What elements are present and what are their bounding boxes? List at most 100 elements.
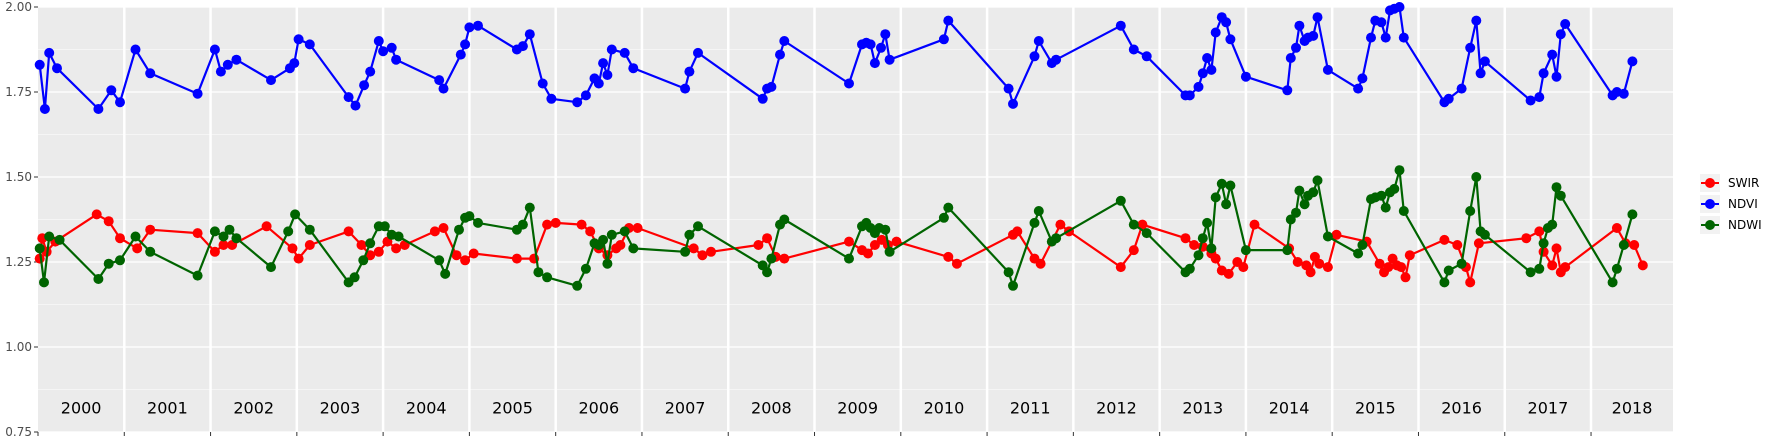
data-point-ndvi [455, 49, 466, 60]
data-point-ndvi [52, 63, 62, 74]
data-point-ndvi [1555, 29, 1566, 40]
data-point-swir [511, 253, 522, 264]
data-point-ndvi [1380, 32, 1391, 43]
data-point-ndwi [34, 243, 45, 254]
data-point-ndwi [693, 221, 703, 232]
data-point-ndwi [1008, 280, 1018, 291]
data-point-ndvi [1141, 51, 1152, 62]
data-point-ndvi [876, 42, 886, 53]
data-point-ndwi [938, 212, 949, 223]
data-point-ndvi [580, 90, 591, 101]
data-point-swir [632, 223, 643, 233]
data-point-swir [1012, 226, 1023, 237]
data-point-swir [115, 233, 125, 244]
data-point-swir [1560, 262, 1571, 273]
data-point-ndwi [1206, 243, 1217, 254]
data-point-ndwi [1471, 172, 1482, 182]
data-point-ndwi [1291, 207, 1301, 218]
data-point-ndvi [1534, 92, 1545, 103]
data-point-swir [192, 228, 203, 239]
data-point-ndvi [684, 66, 695, 77]
legend-key-point-ndvi [1705, 199, 1715, 209]
data-point-ndvi [1479, 56, 1490, 67]
data-point-ndvi [209, 44, 220, 55]
data-point-ndwi [943, 202, 954, 213]
data-point-ndvi [766, 81, 777, 92]
data-point-ndwi [1627, 209, 1638, 220]
year-label: 2014 [1269, 398, 1310, 417]
data-point-swir [356, 240, 367, 250]
data-point-swir [1305, 267, 1316, 278]
data-point-swir [1331, 229, 1342, 240]
data-point-ndvi [192, 88, 203, 99]
data-point-swir [1223, 268, 1234, 279]
data-point-ndvi [293, 34, 304, 45]
data-point-ndwi [1353, 248, 1364, 259]
y-tick-label: 1.25 [5, 255, 32, 269]
data-point-swir [438, 223, 449, 233]
legend-label-ndwi: NDWI [1728, 218, 1762, 232]
data-point-ndwi [93, 274, 104, 284]
data-point-swir [1314, 258, 1325, 269]
data-point-ndvi [1193, 81, 1204, 92]
data-point-ndwi [349, 272, 360, 283]
legend-key-point-swir [1705, 178, 1715, 188]
data-point-ndwi [880, 224, 891, 235]
data-point-ndwi [1216, 178, 1227, 189]
data-point-ndwi [572, 280, 583, 291]
data-point-ndwi [680, 246, 691, 257]
data-point-swir [697, 250, 708, 261]
data-point-ndvi [378, 46, 389, 57]
data-point-ndvi [1003, 83, 1014, 94]
data-point-ndvi [884, 54, 895, 65]
data-point-ndvi [943, 15, 954, 26]
data-point-ndvi [1471, 15, 1482, 26]
data-point-ndvi [628, 63, 639, 74]
data-point-ndvi [1312, 12, 1323, 23]
data-point-swir [1128, 245, 1139, 256]
data-point-ndvi [1547, 49, 1558, 60]
data-point-swir [891, 236, 902, 247]
data-point-swir [343, 226, 354, 237]
data-point-ndvi [680, 83, 691, 94]
data-point-ndvi [572, 97, 583, 108]
data-point-ndwi [231, 233, 242, 244]
data-point-ndvi [546, 93, 557, 104]
data-point-ndwi [1294, 185, 1305, 196]
data-point-swir [293, 253, 304, 264]
data-point-swir [373, 246, 384, 257]
data-point-ndwi [1051, 233, 1062, 244]
data-point-ndvi [938, 34, 949, 45]
data-point-ndwi [1398, 206, 1409, 216]
data-point-ndvi [1206, 64, 1217, 75]
year-label: 2009 [837, 398, 878, 417]
data-point-swir [209, 246, 220, 257]
data-point-ndvi [365, 66, 376, 77]
data-point-ndvi [844, 78, 854, 89]
data-point-ndvi [1308, 30, 1319, 41]
data-point-swir [762, 233, 773, 244]
data-point-ndvi [1357, 73, 1368, 84]
data-point-ndwi [1525, 267, 1536, 278]
data-point-ndwi [434, 255, 445, 266]
data-point-swir [1551, 243, 1562, 254]
data-point-ndvi [1029, 51, 1040, 62]
data-point-ndvi [1475, 68, 1486, 79]
data-point-swir [304, 240, 315, 250]
data-point-swir [706, 246, 716, 257]
data-point-ndvi [1291, 42, 1301, 53]
data-point-ndwi [1618, 240, 1629, 250]
year-label: 2007 [665, 398, 706, 417]
data-point-ndvi [460, 39, 471, 50]
data-point-ndwi [1210, 192, 1221, 203]
data-point-ndwi [393, 231, 404, 242]
year-label: 2008 [751, 398, 792, 417]
data-point-ndwi [1607, 277, 1618, 288]
data-point-ndvi [1294, 20, 1305, 31]
data-point-ndwi [602, 258, 613, 269]
data-point-swir [1611, 223, 1622, 233]
data-point-ndwi [766, 253, 777, 264]
data-point-ndwi [304, 224, 315, 235]
